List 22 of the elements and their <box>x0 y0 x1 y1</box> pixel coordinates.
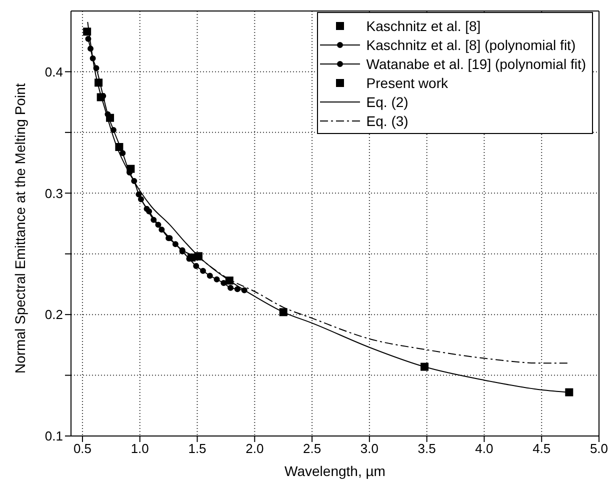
x-tick-label: 1.5 <box>188 441 206 456</box>
x-axis-title: Wavelength, µm <box>284 463 386 479</box>
legend-label: Present work <box>366 74 448 90</box>
legend-label: Kaschnitz et al. [8] <box>366 18 481 34</box>
x-tick-label: 4.0 <box>475 441 494 456</box>
y-axis-title: Normal Spectral Emittance at the Melting Point <box>12 83 28 374</box>
x-tick-label: 2.5 <box>303 441 322 456</box>
legend-label: Eq. (2) <box>366 94 408 110</box>
legend-label: Kaschnitz et al. [8] (polynomial fit) <box>366 36 576 52</box>
x-tick-label: 3.5 <box>418 441 436 456</box>
legend-label: Eq. (3) <box>366 112 408 128</box>
y-tick-label: 0.2 <box>44 307 63 322</box>
y-tick-label: 0.1 <box>44 428 63 444</box>
x-tick-label: 2.0 <box>246 441 264 456</box>
x-tick-label: 3.0 <box>360 441 378 456</box>
x-tick-label: 0.5 <box>73 441 92 456</box>
x-tick-label: 5.0 <box>590 441 608 456</box>
x-tick-label: 4.5 <box>532 441 551 456</box>
y-tick-label: 0.4 <box>44 64 63 80</box>
y-tick-label: 0.3 <box>44 186 63 201</box>
legend-label: Watanabe et al. [19] (polynomial fit) <box>366 56 586 72</box>
x-tick-label: 1.0 <box>130 441 149 456</box>
